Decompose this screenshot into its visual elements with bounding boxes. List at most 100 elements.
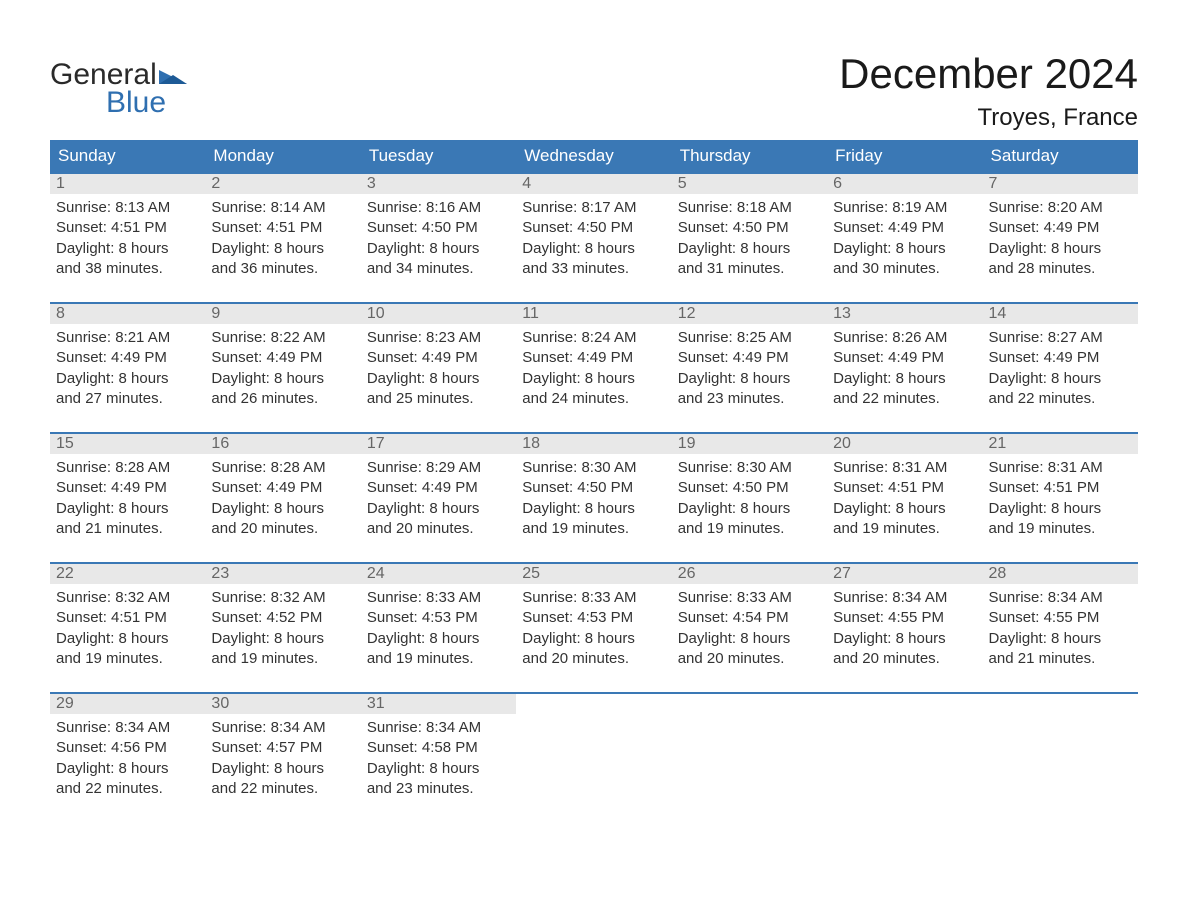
sunrise-text: Sunrise: 8:34 AM (833, 588, 976, 608)
daylight-line2: and 25 minutes. (367, 389, 510, 409)
day-details: Sunrise: 8:21 AMSunset: 4:49 PMDaylight:… (50, 324, 205, 413)
day-number: 15 (50, 434, 205, 454)
month-title: December 2024 (839, 50, 1138, 98)
day-number: 4 (516, 174, 671, 194)
sunset-text: Sunset: 4:51 PM (56, 608, 199, 628)
daylight-line2: and 22 minutes. (989, 389, 1132, 409)
day-number: 22 (50, 564, 205, 584)
sunrise-text: Sunrise: 8:34 AM (56, 718, 199, 738)
calendar-day: 18Sunrise: 8:30 AMSunset: 4:50 PMDayligh… (516, 434, 671, 550)
calendar-week: 15Sunrise: 8:28 AMSunset: 4:49 PMDayligh… (50, 432, 1138, 550)
daylight-line2: and 22 minutes. (833, 389, 976, 409)
sunset-text: Sunset: 4:52 PM (211, 608, 354, 628)
sunset-text: Sunset: 4:50 PM (522, 218, 665, 238)
daylight-line2: and 20 minutes. (211, 519, 354, 539)
day-number: 19 (672, 434, 827, 454)
day-number: 24 (361, 564, 516, 584)
calendar-day: 1Sunrise: 8:13 AMSunset: 4:51 PMDaylight… (50, 174, 205, 290)
calendar: Sunday Monday Tuesday Wednesday Thursday… (50, 140, 1138, 810)
day-details: Sunrise: 8:17 AMSunset: 4:50 PMDaylight:… (516, 194, 671, 283)
day-details: Sunrise: 8:25 AMSunset: 4:49 PMDaylight:… (672, 324, 827, 413)
daylight-line1: Daylight: 8 hours (833, 369, 976, 389)
calendar-day: 9Sunrise: 8:22 AMSunset: 4:49 PMDaylight… (205, 304, 360, 420)
calendar-day: 19Sunrise: 8:30 AMSunset: 4:50 PMDayligh… (672, 434, 827, 550)
sunrise-text: Sunrise: 8:28 AM (56, 458, 199, 478)
daylight-line2: and 28 minutes. (989, 259, 1132, 279)
daylight-line2: and 23 minutes. (367, 779, 510, 799)
weeks-container: 1Sunrise: 8:13 AMSunset: 4:51 PMDaylight… (50, 172, 1138, 810)
day-details: Sunrise: 8:33 AMSunset: 4:53 PMDaylight:… (361, 584, 516, 673)
daylight-line1: Daylight: 8 hours (56, 499, 199, 519)
sunrise-text: Sunrise: 8:28 AM (211, 458, 354, 478)
calendar-day: 20Sunrise: 8:31 AMSunset: 4:51 PMDayligh… (827, 434, 982, 550)
daylight-line1: Daylight: 8 hours (56, 369, 199, 389)
sunrise-text: Sunrise: 8:34 AM (367, 718, 510, 738)
daylight-line1: Daylight: 8 hours (989, 239, 1132, 259)
calendar-day: 8Sunrise: 8:21 AMSunset: 4:49 PMDaylight… (50, 304, 205, 420)
day-details: Sunrise: 8:31 AMSunset: 4:51 PMDaylight:… (827, 454, 982, 543)
logo-word2: Blue (106, 86, 187, 120)
sunset-text: Sunset: 4:49 PM (211, 348, 354, 368)
daylight-line1: Daylight: 8 hours (56, 239, 199, 259)
daylight-line1: Daylight: 8 hours (833, 499, 976, 519)
sunset-text: Sunset: 4:51 PM (989, 478, 1132, 498)
daylight-line2: and 24 minutes. (522, 389, 665, 409)
daylight-line2: and 27 minutes. (56, 389, 199, 409)
sunrise-text: Sunrise: 8:30 AM (522, 458, 665, 478)
day-details: Sunrise: 8:33 AMSunset: 4:53 PMDaylight:… (516, 584, 671, 673)
sunset-text: Sunset: 4:50 PM (367, 218, 510, 238)
day-details: Sunrise: 8:29 AMSunset: 4:49 PMDaylight:… (361, 454, 516, 543)
sunrise-text: Sunrise: 8:34 AM (211, 718, 354, 738)
day-number: 10 (361, 304, 516, 324)
calendar-day: 25Sunrise: 8:33 AMSunset: 4:53 PMDayligh… (516, 564, 671, 680)
day-number: 5 (672, 174, 827, 194)
sunset-text: Sunset: 4:49 PM (989, 348, 1132, 368)
sunrise-text: Sunrise: 8:31 AM (833, 458, 976, 478)
day-details: Sunrise: 8:16 AMSunset: 4:50 PMDaylight:… (361, 194, 516, 283)
day-number: 25 (516, 564, 671, 584)
sunset-text: Sunset: 4:58 PM (367, 738, 510, 758)
calendar-day: 6Sunrise: 8:19 AMSunset: 4:49 PMDaylight… (827, 174, 982, 290)
sunset-text: Sunset: 4:57 PM (211, 738, 354, 758)
sunrise-text: Sunrise: 8:33 AM (678, 588, 821, 608)
day-number: 9 (205, 304, 360, 324)
daylight-line2: and 20 minutes. (367, 519, 510, 539)
sunset-text: Sunset: 4:49 PM (678, 348, 821, 368)
sunrise-text: Sunrise: 8:25 AM (678, 328, 821, 348)
page-header: General Blue December 2024 Troyes, Franc… (50, 30, 1138, 132)
daylight-line2: and 21 minutes. (989, 649, 1132, 669)
sunset-text: Sunset: 4:54 PM (678, 608, 821, 628)
day-number: 3 (361, 174, 516, 194)
daylight-line1: Daylight: 8 hours (833, 629, 976, 649)
calendar-day: 5Sunrise: 8:18 AMSunset: 4:50 PMDaylight… (672, 174, 827, 290)
sunrise-text: Sunrise: 8:31 AM (989, 458, 1132, 478)
sunset-text: Sunset: 4:51 PM (56, 218, 199, 238)
day-details: Sunrise: 8:34 AMSunset: 4:55 PMDaylight:… (983, 584, 1138, 673)
day-number: 17 (361, 434, 516, 454)
title-block: December 2024 Troyes, France (839, 50, 1138, 132)
sunrise-text: Sunrise: 8:29 AM (367, 458, 510, 478)
day-number: 20 (827, 434, 982, 454)
calendar-day: 2Sunrise: 8:14 AMSunset: 4:51 PMDaylight… (205, 174, 360, 290)
day-number: 26 (672, 564, 827, 584)
daylight-line2: and 19 minutes. (833, 519, 976, 539)
sunrise-text: Sunrise: 8:19 AM (833, 198, 976, 218)
calendar-week: 22Sunrise: 8:32 AMSunset: 4:51 PMDayligh… (50, 562, 1138, 680)
day-details: Sunrise: 8:24 AMSunset: 4:49 PMDaylight:… (516, 324, 671, 413)
calendar-day: 13Sunrise: 8:26 AMSunset: 4:49 PMDayligh… (827, 304, 982, 420)
sunset-text: Sunset: 4:49 PM (522, 348, 665, 368)
day-details: Sunrise: 8:33 AMSunset: 4:54 PMDaylight:… (672, 584, 827, 673)
logo-mark-icon (159, 58, 187, 76)
sunset-text: Sunset: 4:49 PM (56, 478, 199, 498)
daylight-line2: and 19 minutes. (56, 649, 199, 669)
location-label: Troyes, France (839, 104, 1138, 132)
calendar-day: 11Sunrise: 8:24 AMSunset: 4:49 PMDayligh… (516, 304, 671, 420)
weekday-header: Wednesday (516, 140, 671, 172)
sunrise-text: Sunrise: 8:22 AM (211, 328, 354, 348)
day-number: 30 (205, 694, 360, 714)
daylight-line2: and 33 minutes. (522, 259, 665, 279)
sunrise-text: Sunrise: 8:23 AM (367, 328, 510, 348)
day-details: Sunrise: 8:28 AMSunset: 4:49 PMDaylight:… (50, 454, 205, 543)
daylight-line1: Daylight: 8 hours (211, 239, 354, 259)
daylight-line1: Daylight: 8 hours (367, 499, 510, 519)
